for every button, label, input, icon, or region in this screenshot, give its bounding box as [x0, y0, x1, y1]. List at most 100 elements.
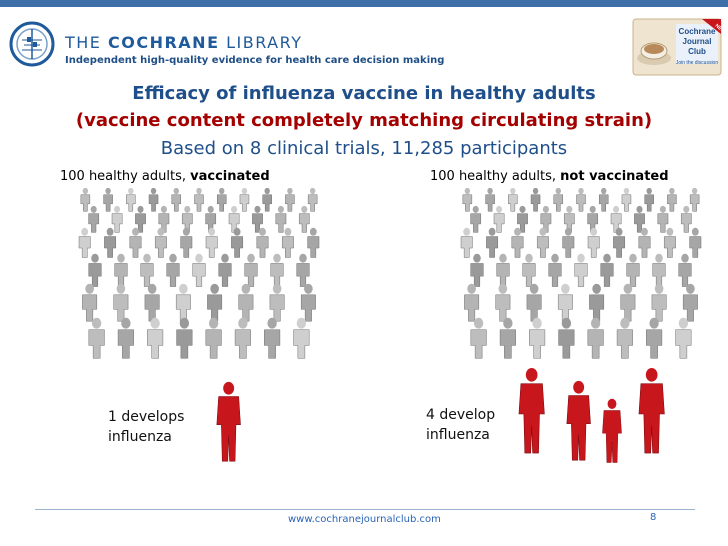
footer-url: www.cochranejournalclub.com: [288, 514, 441, 525]
person-icon: [88, 205, 100, 233]
person-icon: [144, 283, 160, 322]
person-icon: [117, 317, 134, 359]
person-icon: [616, 317, 633, 359]
person-icon: [680, 205, 692, 233]
outcome-vaccinated: 1 develops influenza: [108, 409, 185, 445]
page-number: 8: [650, 512, 657, 523]
person-icon: [587, 317, 604, 359]
person-icon: [651, 283, 667, 322]
person-icon: [158, 205, 170, 233]
top-bar: [0, 0, 728, 7]
outcome-not-vaccinated: 4 develop influenza: [426, 407, 496, 443]
person-icon: [129, 227, 142, 258]
person-icon: [194, 188, 204, 212]
ill-person-icon: [602, 398, 622, 463]
person-icon: [103, 188, 113, 212]
tagline: Independent high-quality evidence for he…: [65, 55, 445, 66]
person-icon: [148, 188, 159, 212]
group-label-not-vaccinated: 100 healthy adults, not vaccinated: [430, 169, 669, 184]
person-icon: [558, 317, 575, 359]
person-icon: [689, 227, 702, 258]
person-icon: [589, 283, 605, 322]
person-icon: [175, 283, 191, 322]
person-icon: [470, 205, 482, 233]
person-icon: [499, 317, 516, 359]
person-icon: [663, 227, 676, 258]
person-icon: [238, 283, 254, 322]
person-icon: [262, 188, 272, 212]
person-icon: [626, 253, 640, 287]
person-icon: [166, 253, 180, 287]
person-icon: [508, 188, 518, 212]
person-icon: [114, 253, 128, 287]
person-icon: [239, 188, 250, 212]
person-icon: [610, 205, 622, 233]
person-icon: [207, 283, 223, 322]
person-icon: [88, 253, 102, 287]
ill-person-icon: [216, 381, 241, 462]
person-icon: [557, 283, 573, 322]
footer-divider: [35, 509, 695, 510]
person-icon: [269, 283, 285, 322]
person-icon: [470, 253, 484, 287]
person-icon: [218, 253, 232, 287]
person-icon: [147, 317, 164, 359]
person-icon: [231, 227, 244, 258]
person-icon: [470, 317, 487, 359]
cochrane-logo-icon: [9, 21, 55, 67]
ill-person-icon: [638, 367, 665, 454]
person-icon: [285, 188, 295, 212]
person-icon: [576, 188, 586, 212]
person-icon: [644, 188, 654, 212]
person-icon: [270, 253, 284, 287]
person-icon: [548, 253, 562, 287]
person-icon: [485, 188, 495, 212]
ill-person-icon: [566, 380, 591, 461]
person-icon: [462, 188, 473, 212]
person-icon: [180, 227, 193, 258]
person-icon: [574, 253, 588, 287]
person-icon: [526, 283, 542, 322]
person-icon: [113, 283, 129, 322]
person-icon: [192, 253, 206, 287]
slide-subtitle: (vaccine content completely matching cir…: [75, 110, 653, 131]
person-icon: [682, 283, 698, 322]
person-icon: [638, 227, 651, 258]
person-icon: [78, 227, 91, 258]
person-icon: [486, 227, 499, 258]
badge-line-1: Cochrane: [679, 27, 716, 36]
person-icon: [536, 227, 549, 258]
person-icon: [511, 227, 524, 258]
person-icon: [496, 253, 510, 287]
person-icon: [154, 227, 167, 258]
person-icon: [293, 317, 310, 359]
person-icon: [562, 227, 575, 258]
person-icon: [298, 205, 310, 233]
vaccinated-crowd-figure: [78, 188, 320, 359]
person-icon: [529, 317, 546, 359]
person-icon: [264, 317, 281, 359]
person-icon: [675, 317, 692, 359]
person-icon: [464, 283, 480, 322]
person-icon: [300, 283, 316, 322]
person-icon: [667, 188, 677, 212]
person-icon: [307, 227, 320, 258]
person-icon: [621, 188, 632, 212]
person-icon: [296, 253, 310, 287]
person-icon: [646, 317, 663, 359]
person-icon: [82, 283, 98, 322]
person-icon: [689, 188, 700, 212]
person-icon: [275, 205, 287, 233]
unvaccinated-crowd-figure: [460, 188, 702, 359]
person-icon: [281, 227, 294, 258]
person-icon: [205, 205, 217, 233]
person-icon: [80, 188, 91, 212]
slide-source-note: Based on 8 clinical trials, 11,285 parti…: [160, 138, 568, 159]
person-icon: [553, 188, 564, 212]
person-icon: [530, 188, 541, 212]
badge-cta: Join the discussion: [676, 60, 718, 66]
person-icon: [171, 188, 182, 212]
person-icon: [205, 227, 218, 258]
ill-person-icon: [518, 367, 545, 454]
person-icon: [176, 317, 193, 359]
